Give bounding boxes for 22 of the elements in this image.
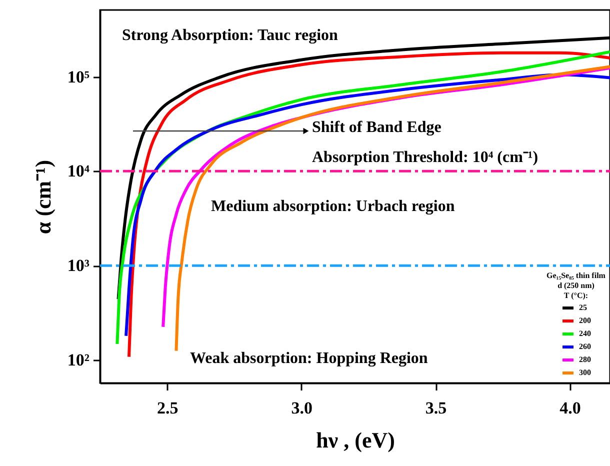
y-tick-label: 10⁴ bbox=[67, 162, 90, 181]
x-axis-title: hν , (eV) bbox=[316, 428, 395, 452]
x-tick-label: 3.5 bbox=[425, 398, 447, 418]
y-tick-label: 10³ bbox=[67, 256, 90, 276]
legend-label: 200 bbox=[579, 316, 591, 325]
x-tick-label: 3.0 bbox=[291, 398, 312, 418]
x-tick-label: 4.0 bbox=[560, 398, 581, 418]
annotation: Strong Absorption: Tauc region bbox=[122, 27, 338, 44]
annotation: Medium absorption: Urbach region bbox=[211, 198, 455, 215]
legend-label: 240 bbox=[579, 329, 591, 338]
legend-label: 25 bbox=[579, 303, 587, 312]
legend-title: Ge₁₅Se₈₅ thin film d (250 nm) T (°C): bbox=[546, 271, 606, 300]
legend-label: 300 bbox=[579, 368, 591, 377]
x-tick-label: 2.5 bbox=[156, 398, 178, 418]
y-tick-label: 10⁵ bbox=[67, 67, 90, 86]
annotation: Shift of Band Edge bbox=[312, 119, 442, 136]
annotation: Absorption Threshold: 10⁴ (cm⁻¹) bbox=[312, 149, 538, 166]
annotation: Weak absorption: Hopping Region bbox=[190, 350, 428, 367]
y-tick-label: 10² bbox=[67, 350, 90, 370]
legend-label: 260 bbox=[579, 342, 591, 351]
legend-label: 280 bbox=[579, 355, 591, 364]
y-axis-title: α (cm⁻¹) bbox=[30, 160, 56, 234]
